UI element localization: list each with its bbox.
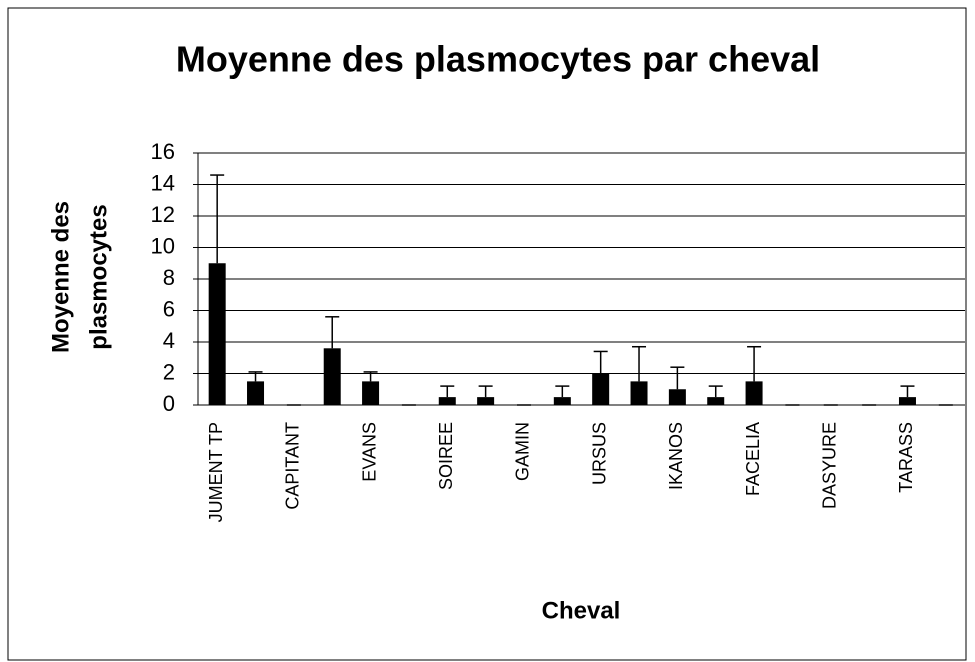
x-tick-label: CAPITANT: [283, 422, 303, 510]
y-tick-label: 14: [151, 170, 175, 195]
bar: [592, 373, 610, 405]
x-tick-label: DASYURE: [820, 422, 840, 509]
bar: [707, 397, 725, 405]
x-tick-label: TARASS: [896, 422, 916, 493]
bar: [745, 381, 763, 405]
x-tick-label: JUMENT TP: [206, 422, 226, 522]
x-tick-label: URSUS: [589, 422, 609, 485]
x-tick-label: IKANOS: [666, 422, 686, 490]
y-tick-label: 4: [163, 328, 175, 353]
x-tick-label: GAMIN: [513, 422, 533, 481]
y-tick-label: 0: [163, 391, 175, 416]
y-tick-label: 2: [163, 359, 175, 384]
bar: [362, 381, 380, 405]
bar: [208, 263, 226, 405]
y-axis-title: plasmocytes: [85, 204, 112, 349]
y-tick-label: 12: [151, 202, 175, 227]
x-tick-label: FACELIA: [743, 422, 763, 496]
bar: [553, 397, 571, 405]
x-axis-title: Cheval: [542, 597, 621, 624]
chart-frame: [7, 7, 967, 661]
y-tick-label: 10: [151, 233, 175, 258]
bar: [438, 397, 456, 405]
bar: [477, 397, 495, 405]
chart-title: Moyenne des plasmocytes par cheval: [176, 39, 820, 80]
y-tick-label: 6: [163, 296, 175, 321]
bar: [630, 381, 648, 405]
y-axis-title: Moyenne des: [47, 201, 74, 353]
y-tick-label: 16: [151, 139, 175, 164]
bar: [247, 381, 265, 405]
x-tick-label: EVANS: [359, 422, 379, 482]
y-tick-label: 8: [163, 265, 175, 290]
bar: [323, 348, 341, 405]
bar: [668, 389, 686, 405]
bar: [898, 397, 916, 405]
x-tick-label: SOIREE: [436, 422, 456, 490]
